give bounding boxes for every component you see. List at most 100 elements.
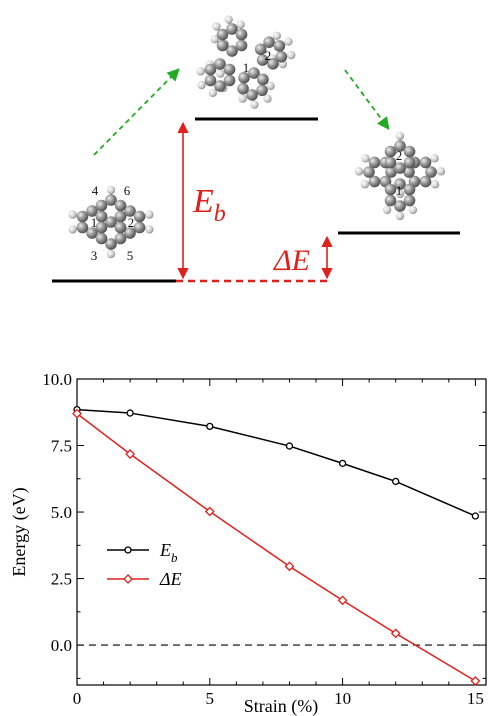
legend-label-eb: Eb	[159, 540, 178, 565]
x-axis-label: Strain (%)	[244, 696, 318, 716]
energy-diagram: Eb ΔE 4 61 23 5 12 21	[52, 15, 460, 283]
carbon-atom	[403, 156, 416, 169]
carbon-atom	[403, 145, 416, 158]
y-tick-label: 7.5	[51, 437, 72, 456]
legend-marker-eb	[124, 546, 132, 554]
carbon-atom	[214, 80, 226, 92]
carbon-atom	[254, 43, 267, 56]
atom-number: 3	[91, 248, 98, 263]
carbon-atom	[419, 156, 432, 169]
data-point-eb	[338, 459, 347, 467]
barrier-label: Eb	[192, 183, 226, 227]
axis-ticks: 0 5 10 15 0.0 2.5 5.0 7.5 10.0	[42, 370, 486, 708]
carbon-atom	[263, 36, 275, 48]
carbon-atom	[246, 89, 258, 101]
legend-label-de: ΔE	[159, 569, 182, 589]
hydrogen-atom	[210, 34, 219, 44]
atom-number: 2	[128, 215, 135, 230]
data-point-eb	[392, 477, 400, 486]
hydrogen-atom	[106, 249, 116, 259]
hydrogen-atom	[272, 31, 281, 40]
hydrogen-atom	[354, 167, 364, 176]
data-point-delta-e	[470, 676, 481, 686]
carbon-atom	[105, 238, 117, 250]
data-point-delta-e	[125, 449, 136, 459]
data-point-delta-e	[204, 506, 215, 517]
series-line-delta-e	[76, 412, 476, 682]
hydrogen-atom	[145, 225, 154, 234]
atom-number: 2	[396, 148, 403, 163]
carbon-atom	[394, 162, 406, 174]
carbon-atom	[214, 58, 226, 70]
carbon-atom	[235, 39, 248, 52]
hydrogen-atom	[360, 180, 370, 189]
hydrogen-atom	[361, 154, 370, 163]
hydrogen-atom	[68, 210, 77, 219]
carbon-atom	[235, 28, 248, 41]
series-line-eb	[76, 408, 476, 517]
hydrogen-atom	[263, 94, 272, 103]
carbon-atom	[425, 166, 437, 178]
carbon-atom	[403, 183, 416, 196]
carbon-atom	[273, 40, 286, 52]
pathway-arrow-up	[93, 68, 180, 156]
carbon-atom	[267, 58, 279, 70]
molecule-final: 21	[354, 131, 446, 221]
carbon-atom	[403, 166, 415, 178]
x-tick-label: 0	[73, 689, 82, 708]
carbon-atom	[95, 199, 108, 212]
hydrogen-atom	[196, 67, 205, 76]
carbon-atom	[256, 84, 268, 97]
carbon-atom	[86, 205, 98, 217]
carbon-atom	[105, 194, 117, 206]
carbon-atom	[216, 39, 229, 52]
legend: Eb ΔE	[107, 540, 182, 589]
carbon-atom	[76, 210, 89, 223]
atom-number: 1	[396, 183, 403, 198]
y-tick-label: 0.0	[51, 636, 72, 655]
molecule-transition: 12	[196, 15, 296, 109]
hydrogen-atom	[408, 205, 418, 215]
carbon-atom	[76, 221, 89, 234]
plot-frame	[76, 378, 487, 686]
data-point-delta-e	[284, 561, 295, 572]
y-tick-label: 2.5	[51, 570, 72, 589]
carbon-atom	[204, 74, 217, 87]
x-tick-label: 10	[334, 689, 351, 708]
carbon-atom	[133, 210, 146, 223]
carbon-atom	[394, 140, 406, 152]
carbon-atom	[223, 63, 236, 76]
hydrogen-atom	[250, 100, 259, 109]
carbon-atom	[226, 23, 238, 35]
atom-number: 1	[243, 60, 250, 75]
carbon-atom	[204, 63, 217, 76]
data-point-eb	[285, 442, 294, 450]
carbon-atom	[385, 166, 397, 178]
carbon-atom	[384, 156, 397, 169]
data-point-eb	[471, 512, 480, 520]
hydrogen-atom	[395, 131, 405, 141]
hydrogen-atom	[286, 50, 296, 60]
hydrogen-atom	[266, 81, 275, 91]
carbon-atom	[216, 28, 229, 41]
energy-strain-chart: 0 5 10 15 0.0 2.5 5.0 7.5 10.0 Strain (%) Energy…	[9, 370, 487, 716]
hydrogen-atom	[382, 205, 392, 215]
carbon-atom	[256, 54, 269, 66]
hydrogen-atom	[197, 80, 206, 90]
carbon-atom	[257, 73, 269, 86]
hydrogen-atom	[216, 69, 225, 78]
data-point-delta-e	[337, 595, 348, 606]
delta-label: ΔE	[273, 244, 310, 277]
carbon-atom	[105, 216, 117, 228]
data-point-eb	[126, 409, 134, 417]
carbon-atom	[419, 175, 432, 188]
pathway-arrow-down	[344, 69, 390, 131]
hydrogen-atom	[145, 210, 154, 219]
carbon-atom	[275, 50, 288, 63]
hydrogen-atom	[284, 37, 293, 46]
data-point-delta-e	[390, 628, 401, 639]
hydrogen-atom	[395, 211, 405, 221]
carbon-atom	[226, 45, 238, 57]
carbon-atom	[124, 227, 136, 239]
